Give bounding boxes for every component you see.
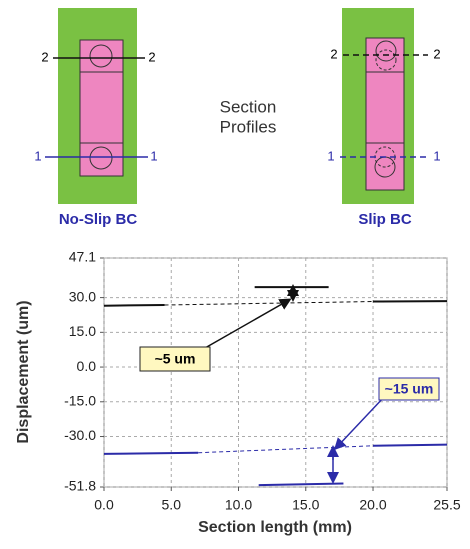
- series-line: [103, 304, 165, 307]
- x-tick-label: 15.0: [292, 497, 319, 513]
- hole: [89, 146, 113, 170]
- annotation-box: [139, 346, 211, 372]
- left-diagram: 2 2 1 1 No-Slip BC: [34, 8, 158, 228]
- series-line: [198, 445, 374, 454]
- line-label: 2: [148, 49, 155, 64]
- y-tick-label: 47.1: [69, 249, 96, 265]
- y-axis-label: Displacement (um): [15, 300, 32, 443]
- center-text: Profiles: [220, 117, 277, 136]
- x-tick-label: 10.0: [225, 497, 252, 513]
- line-label: 2: [433, 46, 440, 61]
- center-text: Section: [220, 97, 277, 116]
- x-tick-label: 20.0: [359, 497, 386, 513]
- arrow: [333, 395, 386, 451]
- y-tick-label: 0.0: [77, 358, 97, 374]
- series-line: [373, 443, 448, 447]
- y-tick-label: -15.0: [64, 392, 96, 408]
- line-label: 2: [330, 46, 337, 61]
- hole: [375, 49, 397, 71]
- hole: [375, 40, 397, 62]
- y-tick-label: 15.0: [69, 323, 96, 339]
- series-line: [103, 451, 199, 455]
- x-tick-label: 0.0: [94, 497, 114, 513]
- arrow: [204, 298, 292, 349]
- annotation: ~15 um: [385, 381, 434, 397]
- part: [79, 39, 124, 177]
- annotation-box: [378, 377, 440, 401]
- x-tick-label: 25.5: [433, 497, 460, 513]
- y-tick-label: -51.8: [64, 478, 96, 494]
- grid: [100, 257, 448, 491]
- x-tick-label: 5.0: [162, 497, 182, 513]
- line-label: 1: [34, 148, 41, 163]
- y-tick-label: 30.0: [69, 288, 96, 304]
- plot-area: [103, 257, 448, 488]
- caption: No-Slip BC: [59, 211, 137, 228]
- line-label: 1: [150, 148, 157, 163]
- line-label: 1: [433, 148, 440, 163]
- y-tick-label: -30.0: [64, 427, 96, 443]
- line-label: 1: [327, 148, 334, 163]
- annotation: ~5 um: [155, 351, 196, 367]
- part: [365, 37, 405, 191]
- x-axis-label: Section length (mm): [198, 519, 352, 536]
- caption: Slip BC: [358, 211, 412, 228]
- hole: [89, 44, 113, 68]
- right-diagram: 2 2 1 1 Slip BC: [327, 8, 441, 228]
- line-label: 2: [41, 49, 48, 64]
